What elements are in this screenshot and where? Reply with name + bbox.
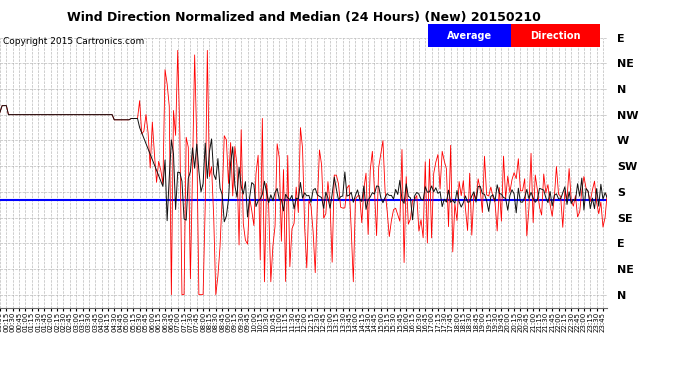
- Text: Direction: Direction: [530, 31, 581, 40]
- Text: Copyright 2015 Cartronics.com: Copyright 2015 Cartronics.com: [3, 38, 145, 46]
- Text: Wind Direction Normalized and Median (24 Hours) (New) 20150210: Wind Direction Normalized and Median (24…: [67, 11, 540, 24]
- Text: Average: Average: [446, 31, 492, 40]
